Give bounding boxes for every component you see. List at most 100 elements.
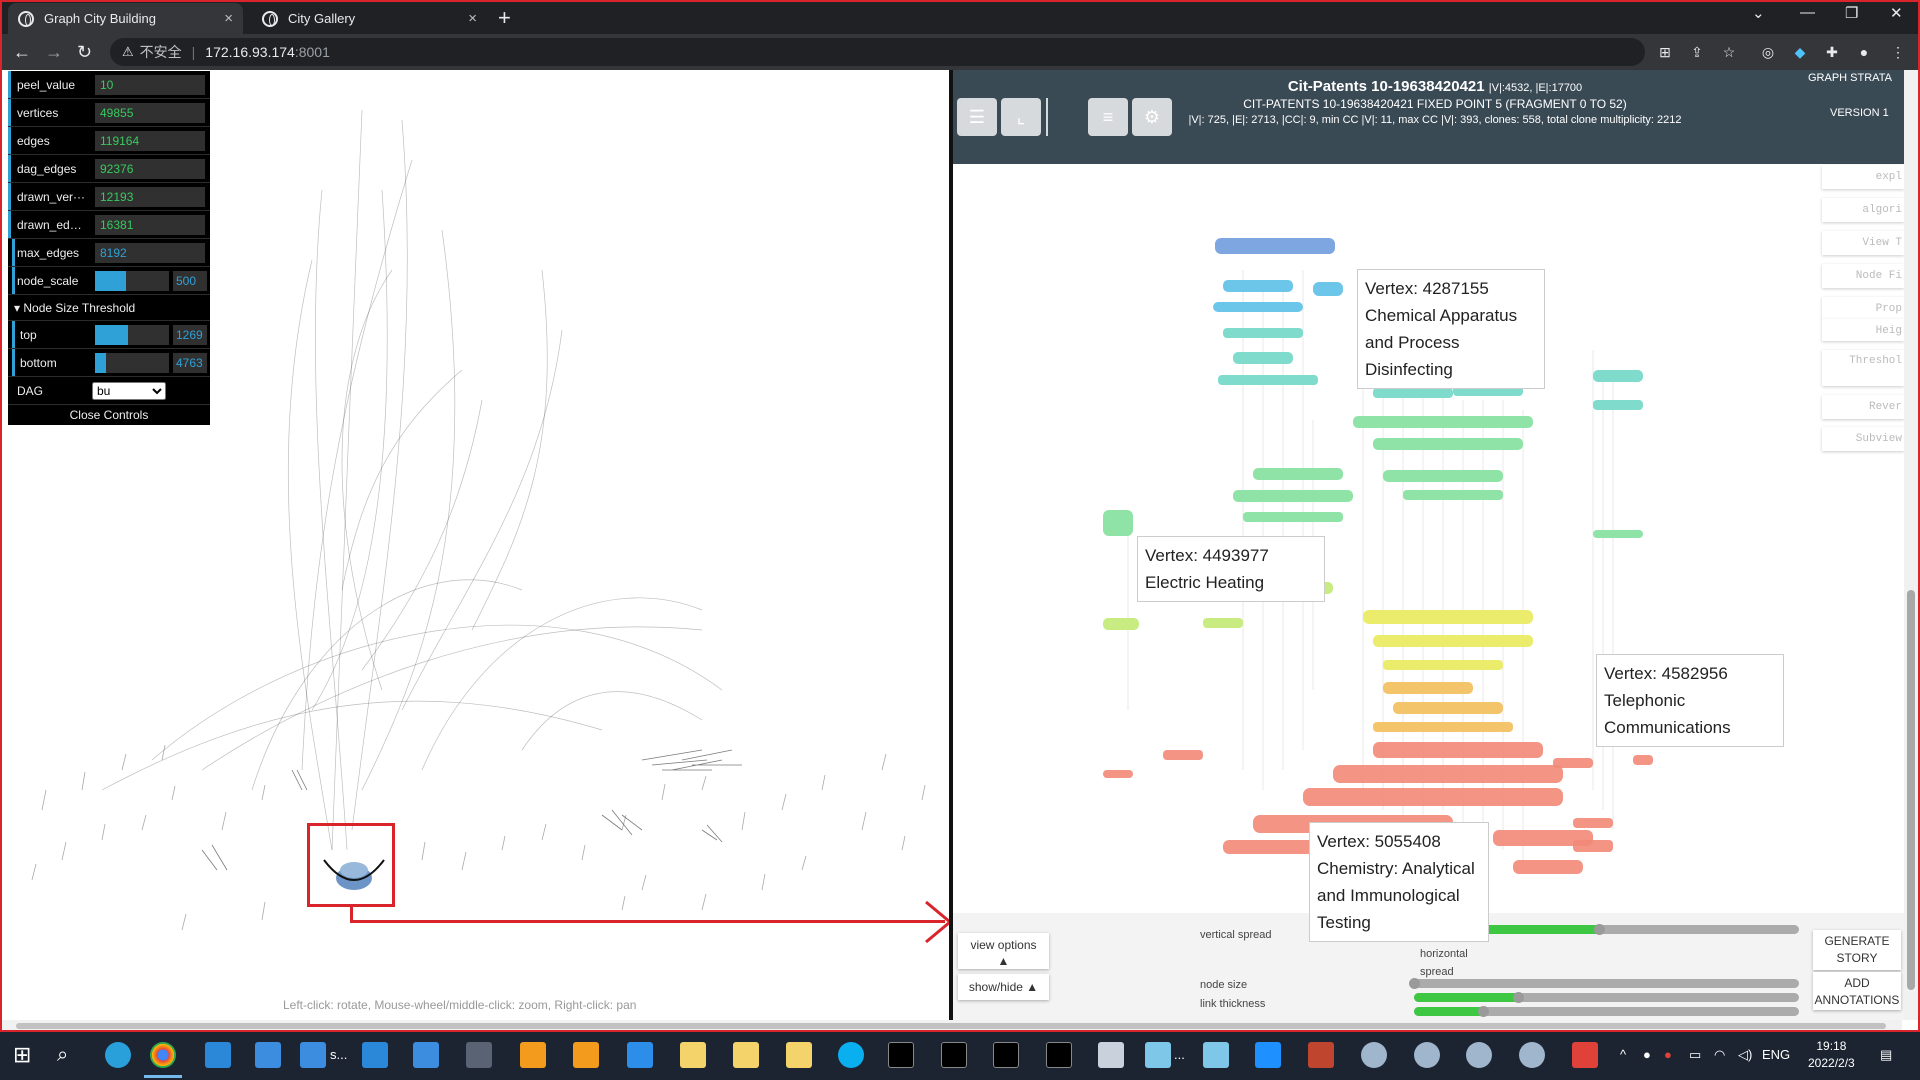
control-vertices[interactable]: vertices 49855 [8,99,210,127]
control-value[interactable]: 119164 [95,130,205,151]
python-icon[interactable] [1361,1042,1387,1068]
reload-icon[interactable]: ↻ [77,42,93,62]
extension-circle-icon[interactable]: ◎ [1761,44,1775,60]
control-max-edges[interactable]: max_edges 8192 [8,239,210,267]
extensions-puzzle-icon[interactable]: ✚ [1826,44,1838,60]
side-button-threshold[interactable]: Threshol [1822,350,1904,386]
side-button-view[interactable]: View T [1822,231,1904,255]
side-button-reverse[interactable]: Rever [1822,395,1904,419]
node-scale-slider[interactable] [95,271,169,291]
tab-city-gallery[interactable]: City Gallery × [252,3,487,34]
notifications-icon[interactable]: ▤ [1880,1047,1893,1062]
folder-icon[interactable] [680,1042,706,1068]
new-tab-button[interactable]: + [498,5,511,30]
control-value[interactable]: 49855 [95,102,205,123]
slider-knob[interactable] [1409,978,1420,989]
control-node-scale[interactable]: node_scale 500 [8,267,210,295]
chart-button[interactable]: ⌞ [1001,98,1041,136]
vertical-spread-slider[interactable] [1414,924,1799,935]
terminal-icon-4[interactable] [1046,1042,1072,1068]
control-drawn-edges[interactable]: drawn_edges 16381 [8,211,210,239]
control-value[interactable]: 10 [95,74,205,95]
folder-icon-3[interactable] [786,1042,812,1068]
node-scale-value[interactable]: 500 [173,271,207,291]
terminal-icon[interactable] [888,1042,914,1068]
control-value[interactable]: 12193 [95,186,205,207]
notes-icon-2[interactable] [1203,1042,1229,1068]
control-value[interactable]: 92376 [95,158,205,179]
terminal-icon-3[interactable] [993,1042,1019,1068]
telegram-icon[interactable] [105,1042,131,1068]
battery-icon[interactable]: ▭ [1689,1047,1702,1062]
calculator-icon[interactable] [466,1042,492,1068]
side-button-algorithm[interactable]: algori [1822,198,1904,222]
scrollbar-thumb[interactable] [16,1023,1886,1029]
horizontal-scrollbar[interactable] [2,1020,1902,1032]
control-peel-value[interactable]: peel_value 10 [8,71,210,99]
app-window-icon[interactable] [255,1042,281,1068]
side-button-subview[interactable]: Subview [1822,427,1904,451]
tray-app-icon[interactable]: ● [1664,1047,1672,1062]
windows-start-icon[interactable]: ⊞ [13,1042,32,1067]
top-value[interactable]: 1269 [173,325,207,345]
control-top[interactable]: top 1269 [8,321,210,349]
restore-icon[interactable]: ❐ [1845,5,1859,22]
remote-desktop-icon[interactable] [205,1042,231,1068]
tab-search-icon[interactable]: ⌄ [1752,5,1765,22]
control-value[interactable]: 8192 [95,242,205,263]
back-icon[interactable]: ← [13,42,31,62]
bookmark-star-icon[interactable]: ☆ [1722,44,1736,60]
vscode-icon[interactable] [627,1042,653,1068]
language-indicator[interactable]: ENG [1762,1047,1791,1062]
microphone-icon[interactable]: ● [1643,1047,1651,1062]
remote-desktop-icon-2[interactable] [362,1042,388,1068]
node-size-threshold-folder[interactable]: ▾ Node Size Threshold [8,295,210,321]
control-edges[interactable]: edges 119164 [8,127,210,155]
share-icon[interactable]: ⇪ [1691,44,1703,60]
side-button-height[interactable]: Heig [1822,319,1904,341]
horizontal-spread-slider[interactable] [1409,978,1799,989]
control-drawn-vertices[interactable]: drawn_ver··· 12193 [8,183,210,211]
control-dag-edges[interactable]: dag_edges 92376 [8,155,210,183]
network-icon[interactable] [1098,1042,1124,1068]
app-window-icon-3[interactable] [413,1042,439,1068]
search-icon[interactable]: ⌕ [57,1044,69,1066]
translate-icon[interactable]: ⊞ [1659,44,1671,60]
slider-knob[interactable] [1512,992,1524,1003]
close-tab-icon[interactable]: × [468,10,477,27]
node-size-slider[interactable] [1414,992,1799,1003]
image-viewer-icon[interactable] [1255,1042,1281,1068]
address-bar[interactable]: ⚠ 不安全 | 172.16.93.174 :8001 [110,38,1645,66]
system-clock[interactable]: 19:18 2022/2/3 [1808,1038,1855,1072]
pen-tool-icon[interactable] [1572,1042,1598,1068]
chrome-icon[interactable] [144,1042,182,1078]
notes-icon[interactable] [1145,1042,1171,1068]
slider-knob[interactable] [1593,924,1605,935]
vertical-scrollbar[interactable] [1904,70,1918,1020]
close-controls-button[interactable]: Close Controls [8,405,210,425]
control-bottom[interactable]: bottom 4763 [8,349,210,377]
side-button-explore[interactable]: expl [1822,165,1904,189]
python-icon-2[interactable] [1414,1042,1440,1068]
terminal-icon-2[interactable] [941,1042,967,1068]
wifi-icon[interactable]: ◠ [1714,1047,1726,1062]
close-window-icon[interactable]: ✕ [1890,5,1903,22]
show-hide-button[interactable]: show/hide ▲ [958,974,1049,1000]
chevron-up-icon[interactable]: ^ [1620,1047,1627,1062]
sublime-icon[interactable] [520,1042,546,1068]
bottom-value[interactable]: 4763 [173,353,207,373]
side-button-property[interactable]: Prop [1822,297,1904,319]
control-value[interactable]: 16381 [95,214,205,235]
link-thickness-slider[interactable] [1414,1006,1799,1017]
extension-gem-icon[interactable]: ◆ [1794,44,1806,60]
forward-icon[interactable]: → [45,42,63,62]
chart-app-icon[interactable] [1308,1042,1334,1068]
add-annotations-button[interactable]: ADD ANNOTATIONS [1813,972,1901,1010]
list-button[interactable]: ≡ [1088,98,1128,136]
slider-knob[interactable] [1478,1006,1490,1017]
side-button-node-filter[interactable]: Node Fi [1822,264,1904,288]
minimize-icon[interactable]: — [1800,4,1815,21]
volume-icon[interactable]: ◁) [1738,1047,1753,1062]
bottom-slider[interactable] [95,353,169,373]
view-options-button[interactable]: view options ▲ [958,933,1049,969]
